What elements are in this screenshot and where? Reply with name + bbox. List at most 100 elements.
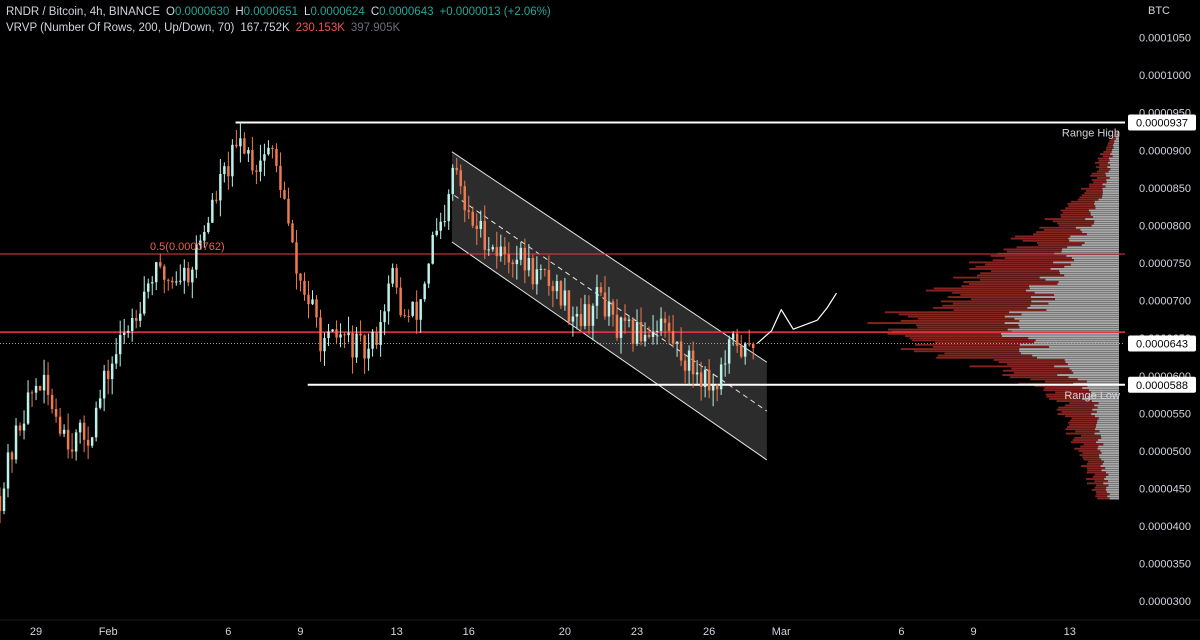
- candle-up: [367, 348, 370, 359]
- candle-up: [371, 331, 374, 349]
- candle-up: [26, 392, 30, 424]
- volume-row-up: [1096, 441, 1119, 444]
- volume-row-down: [970, 298, 1056, 301]
- volume-row-down: [1098, 168, 1111, 171]
- volume-row-up: [1001, 335, 1119, 337]
- symbol-title[interactable]: RNDR / Bitcoin, 4h, BINANCE: [6, 6, 161, 18]
- candle-down: [751, 343, 755, 349]
- close-label: C: [370, 6, 380, 18]
- volume-row-down: [898, 313, 1022, 316]
- y-tick-label: 0.0000850: [1139, 183, 1191, 195]
- candle-up: [571, 316, 575, 322]
- volume-row-up: [1020, 352, 1119, 355]
- candle-down: [511, 262, 515, 265]
- horizontal-levels[interactable]: [0, 121, 1125, 386]
- candle-down: [615, 314, 619, 338]
- candle-up: [267, 147, 270, 155]
- volume-row-down: [1058, 224, 1092, 227]
- low-label: L: [304, 6, 311, 18]
- volume-row-up: [1068, 237, 1119, 240]
- vrvp-label[interactable]: VRVP (Number Of Rows, 200, Up/Down, 70): [6, 22, 235, 34]
- volume-row-up: [1054, 293, 1119, 296]
- x-tick-label: Mar: [772, 626, 791, 638]
- volume-row-down: [1081, 194, 1103, 197]
- volume-row-down: [925, 289, 1026, 292]
- volume-row-down: [952, 302, 1049, 305]
- candle-up: [42, 374, 46, 391]
- candle-down: [567, 290, 571, 322]
- candle-up: [331, 329, 334, 332]
- volume-row-down: [1111, 138, 1116, 140]
- volume-row-down: [1074, 436, 1102, 439]
- volume-row-up: [1092, 408, 1119, 411]
- volume-row-down: [1070, 419, 1098, 422]
- projection-path[interactable]: [756, 292, 838, 344]
- volume-row-up: [1067, 363, 1119, 366]
- volume-row-down: [1062, 211, 1091, 214]
- volume-row-up: [1086, 233, 1119, 236]
- volume-row-down: [1032, 233, 1087, 236]
- volume-row-up: [1103, 443, 1119, 446]
- volume-row-down: [1010, 237, 1069, 240]
- volume-row-up: [1048, 345, 1119, 348]
- volume-row-up: [1094, 415, 1119, 418]
- candle-down: [283, 189, 286, 199]
- x-tick-label: 6: [898, 626, 904, 638]
- volume-row-down: [1077, 198, 1099, 201]
- candle-up: [379, 322, 382, 345]
- candle-up: [118, 334, 122, 355]
- candle-down: [691, 350, 695, 375]
- candle-down: [503, 246, 507, 255]
- volume-row-up: [1094, 404, 1119, 407]
- time-axis[interactable]: 29 Feb 6 9 13 16 20 23 26 Mar 6 9 13: [0, 619, 1200, 638]
- candle-up: [423, 283, 426, 300]
- x-tick-label: 29: [30, 626, 42, 638]
- volume-row-up: [1102, 194, 1119, 197]
- candle-up: [126, 330, 130, 333]
- volume-row-up: [1105, 185, 1119, 188]
- volume-row-down: [992, 259, 1074, 262]
- volume-row-up: [1027, 306, 1119, 309]
- volume-row-down: [911, 339, 1036, 342]
- candle-down: [287, 198, 290, 224]
- annotations: Range High Range Low 0.5(0.0000762): [150, 127, 1120, 401]
- volume-row-up: [1094, 428, 1119, 431]
- volume-row-down: [1079, 196, 1102, 199]
- volume-row-up: [1110, 153, 1119, 156]
- volume-row-down: [1083, 443, 1104, 446]
- candle-down: [715, 385, 719, 390]
- volume-row-up: [1100, 449, 1119, 452]
- candle-down: [134, 317, 138, 321]
- volume-row-up: [1088, 209, 1119, 212]
- candle-up: [727, 339, 731, 364]
- volume-row-up: [1055, 298, 1119, 301]
- candle-up: [479, 220, 483, 230]
- volume-row-down: [1081, 187, 1103, 190]
- volume-row-up: [1094, 200, 1119, 203]
- volume-row-down: [1078, 449, 1101, 452]
- candle-up: [591, 305, 595, 326]
- candle-down: [603, 292, 607, 317]
- volume-row-down: [1080, 445, 1099, 448]
- projection-line: [756, 292, 838, 344]
- volume-row-down: [1090, 174, 1107, 177]
- x-tick-label: 13: [391, 626, 403, 638]
- volume-row-up: [1101, 436, 1119, 439]
- volume-row-up: [1028, 337, 1119, 340]
- volume-row-down: [944, 352, 1021, 355]
- candle-down: [343, 334, 346, 336]
- volume-row-down: [1071, 417, 1099, 420]
- channel-median-line: [454, 194, 768, 412]
- volume-row-up: [1106, 486, 1119, 489]
- x-tick-label: 9: [297, 626, 303, 638]
- volume-row-down: [1079, 454, 1100, 457]
- price-tag: [1128, 114, 1196, 131]
- candle-down: [747, 343, 751, 345]
- price-axis[interactable]: BTC0.00010500.00010000.00009500.00009000…: [1128, 5, 1196, 608]
- volume-row-down: [1045, 380, 1087, 383]
- volume-row-down: [1089, 183, 1103, 186]
- volume-row-down: [1089, 185, 1106, 188]
- volume-row-down: [1037, 241, 1085, 244]
- volume-row-up: [1009, 311, 1119, 314]
